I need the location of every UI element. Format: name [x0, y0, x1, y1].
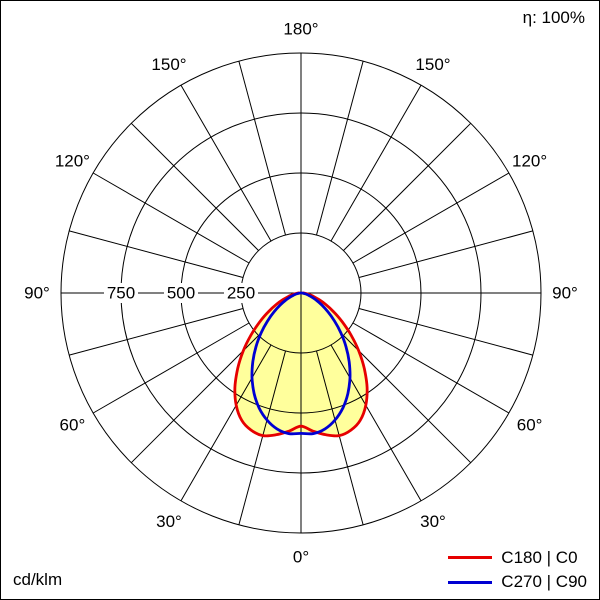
legend-item-c180-c0: C180 | C0 — [448, 548, 587, 568]
intensity-curves — [233, 291, 369, 438]
legend: C180 | C0 C270 | C90 — [448, 548, 587, 592]
grid-spoke — [330, 84, 422, 242]
tick-label-mask — [104, 283, 138, 303]
radial-tick-label: 250 — [227, 284, 255, 303]
grid-spoke — [352, 172, 510, 264]
angle-label: 60° — [517, 416, 543, 435]
grid-spoke — [330, 344, 422, 502]
grid-spoke — [343, 335, 472, 464]
grid-spoke — [180, 84, 272, 242]
tick-label-mask — [164, 283, 198, 303]
angle-label: 120° — [512, 152, 547, 171]
grid-spoke — [343, 122, 472, 251]
grid-spoke — [238, 350, 286, 525]
legend-label-c270-c90: C270 | C90 — [501, 572, 587, 592]
legend-line-red — [448, 556, 493, 560]
grid-spoke — [352, 322, 510, 414]
grid-spoke — [238, 61, 286, 236]
unit-label: cd/klm — [13, 570, 63, 590]
legend-line-blue — [448, 580, 493, 584]
legend-label-c180-c0: C180 | C0 — [501, 547, 578, 567]
angle-label: 0° — [293, 548, 309, 567]
angle-label: 90° — [24, 284, 50, 303]
angle-label: 180° — [283, 20, 318, 39]
grid-spoke — [180, 344, 272, 502]
grid-spoke — [130, 335, 259, 464]
grid-spoke — [130, 122, 259, 251]
angle-labels: 0° 30° 30° 60° 60° 90° 90° 120° 120° 150° 150° 180° — [24, 20, 578, 567]
angle-label: 30° — [420, 512, 446, 531]
grid-spoke — [92, 172, 250, 264]
angle-label: 30° — [156, 512, 182, 531]
grid-spoke — [92, 322, 250, 414]
angle-label: 60° — [60, 416, 86, 435]
angle-label: 120° — [55, 152, 90, 171]
radial-tick-label: 750 — [107, 284, 135, 303]
radial-tick-label: 500 — [167, 284, 195, 303]
grid-spoke — [316, 350, 364, 525]
tick-label-mask — [224, 283, 258, 303]
curve-c270-c90 — [250, 291, 352, 436]
grid-spoke — [358, 308, 533, 356]
grid-spoke — [358, 230, 533, 278]
efficiency-label: η: 100% — [522, 8, 585, 27]
radial-tick-labels: 250 500 750 — [104, 283, 258, 303]
angle-label: 150° — [415, 55, 450, 74]
legend-item-c270-c90: C270 | C90 — [448, 572, 587, 592]
angle-label: 90° — [552, 284, 578, 303]
curve-c180-c0 — [233, 291, 369, 438]
angle-label: 150° — [151, 55, 186, 74]
grid-spoke — [69, 230, 244, 278]
grid-spoke — [69, 308, 244, 356]
grid-spoke — [316, 61, 364, 236]
